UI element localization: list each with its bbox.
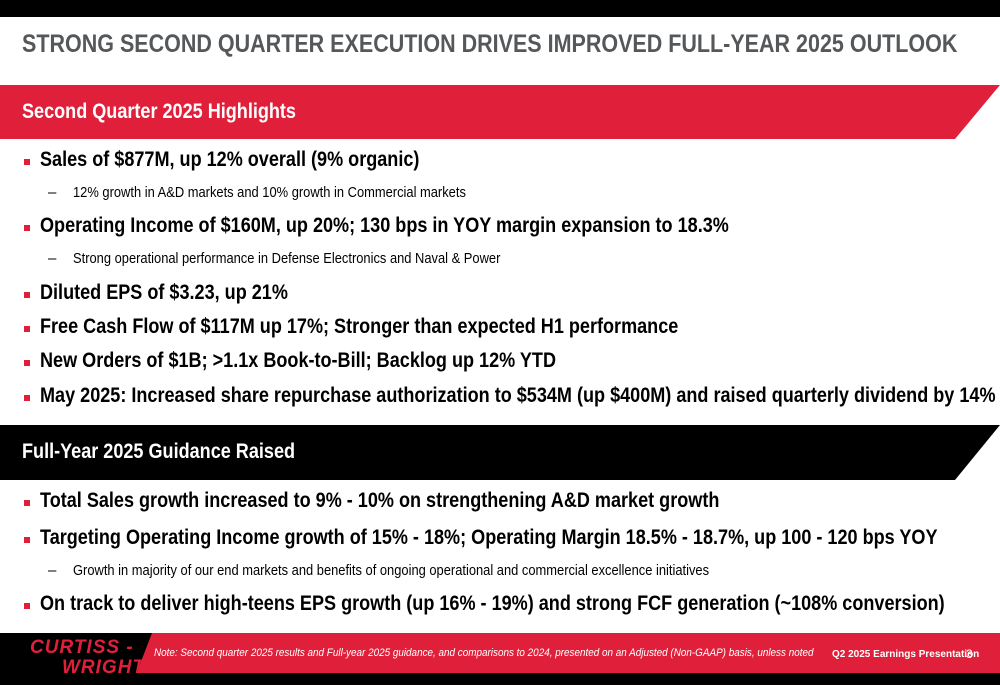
highlight-text: Operating Income of $160M, up 20%; 130 b… <box>40 214 729 237</box>
footer-red-band <box>0 633 1000 673</box>
guidance-text: Total Sales growth increased to 9% - 10%… <box>40 489 720 512</box>
logo-text-line2: WRIGHT <box>62 657 146 678</box>
footer-black-strip <box>0 673 1000 685</box>
bullet-marker <box>24 395 30 401</box>
section-guidance-banner: Full-Year 2025 Guidance Raised <box>0 425 1000 480</box>
footer: CURTISS - WRIGHT Note: Second quarter 20… <box>0 633 1000 685</box>
section-highlights-heading: Second Quarter 2025 Highlights <box>22 100 296 123</box>
guidance-text: On track to deliver high-teens EPS growt… <box>40 592 945 615</box>
bullet-marker <box>24 603 30 609</box>
bullet-marker <box>24 292 30 298</box>
bullet-marker <box>24 500 30 506</box>
highlight-subtext: 12% growth in A&D markets and 10% growth… <box>73 184 466 201</box>
highlight-text: Diluted EPS of $3.23, up 21% <box>40 281 288 304</box>
section-guidance-heading: Full-Year 2025 Guidance Raised <box>22 440 296 463</box>
bullet-marker <box>24 225 30 231</box>
guidance-text: Targeting Operating Income growth of 15%… <box>40 526 938 549</box>
highlight-text: Free Cash Flow of $117M up 17%; Stronger… <box>40 315 679 338</box>
guidance-subtext: Growth in majority of our end markets an… <box>73 562 710 579</box>
page-number: 3 <box>966 647 973 661</box>
bullet-marker <box>24 326 30 332</box>
highlight-text: May 2025: Increased share repurchase aut… <box>40 384 996 407</box>
footer-note: Note: Second quarter 2025 results and Fu… <box>154 647 814 659</box>
dash-marker: – <box>48 184 57 201</box>
bullet-marker <box>24 360 30 366</box>
highlight-subtext: Strong operational performance in Defens… <box>73 250 501 267</box>
highlight-text: New Orders of $1B; >1.1x Book-to-Bill; B… <box>40 349 556 372</box>
dash-marker: – <box>48 562 57 579</box>
logo-text-line1: CURTISS - <box>30 637 134 658</box>
highlight-text: Sales of $877M, up 12% overall (9% organ… <box>40 148 420 171</box>
bullet-marker <box>24 159 30 165</box>
page-title: STRONG SECOND QUARTER EXECUTION DRIVES I… <box>22 30 958 58</box>
presentation-name: Q2 2025 Earnings Presentation <box>832 649 980 660</box>
section-highlights-banner: Second Quarter 2025 Highlights <box>0 85 1000 139</box>
dash-marker: – <box>48 250 57 267</box>
bullet-marker <box>24 537 30 543</box>
top-black-bar <box>0 0 1000 17</box>
company-logo: CURTISS - WRIGHT <box>0 633 152 685</box>
